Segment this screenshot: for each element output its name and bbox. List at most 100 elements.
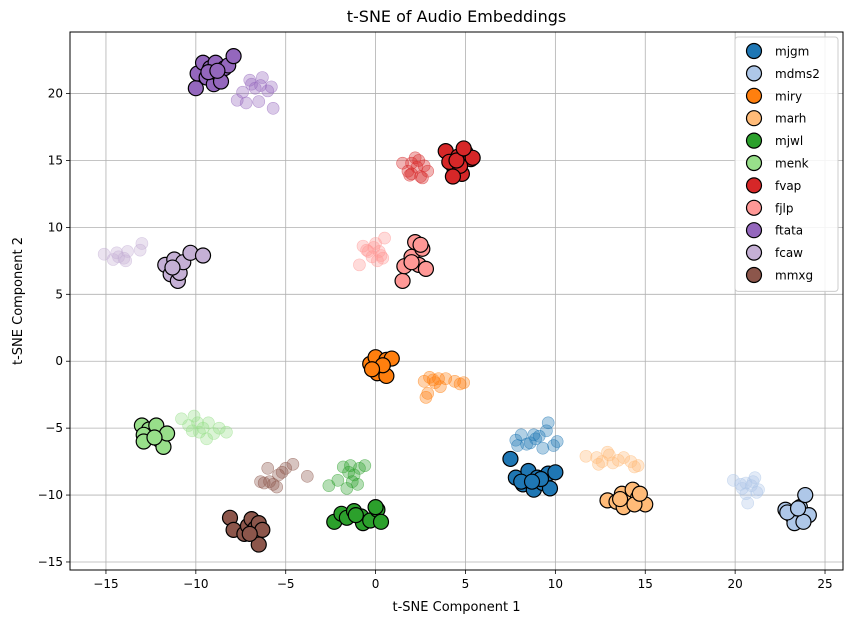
data-point-menk bbox=[202, 416, 215, 430]
data-point-fcaw bbox=[194, 247, 212, 264]
legend-label-marh: marh bbox=[775, 112, 806, 126]
data-point-fvap bbox=[455, 140, 472, 157]
x-tick-label: 15 bbox=[638, 577, 653, 591]
data-point-mdms2 bbox=[750, 486, 764, 499]
data-point-fvap bbox=[444, 168, 462, 185]
data-point-mmxg bbox=[270, 480, 284, 494]
data-point-mmxg bbox=[279, 461, 293, 475]
data-point-ftata bbox=[261, 84, 275, 98]
legend-label-menk: menk bbox=[775, 157, 809, 171]
data-point-menk bbox=[200, 432, 213, 446]
data-point-mmxg bbox=[261, 461, 275, 475]
data-point-mdms2 bbox=[797, 486, 814, 504]
data-point-marh bbox=[631, 485, 648, 502]
data-point-mmxg bbox=[250, 536, 267, 553]
x-tick-label: −10 bbox=[183, 577, 208, 591]
data-point-miry bbox=[432, 372, 445, 385]
y-tick-label: 0 bbox=[55, 354, 63, 368]
data-point-fvap bbox=[448, 152, 465, 169]
legend-label-mjgm: mjgm bbox=[775, 45, 809, 59]
legend-label-mjwl: mjwl bbox=[775, 134, 803, 148]
data-point-fjlp bbox=[417, 260, 435, 277]
legend-marker-mjgm bbox=[745, 42, 763, 60]
data-point-menk bbox=[187, 409, 201, 423]
data-point-ftata bbox=[252, 95, 266, 108]
legend-marker-fcaw bbox=[745, 244, 763, 261]
legend-marker-mmxg bbox=[745, 266, 763, 284]
data-point-mdms2 bbox=[795, 513, 812, 530]
data-point-fcaw bbox=[135, 237, 149, 250]
legend-marker-fjlp bbox=[745, 199, 763, 216]
y-tick-label: 20 bbox=[48, 87, 63, 101]
data-point-menk bbox=[220, 425, 233, 439]
data-point-marh bbox=[617, 451, 630, 464]
data-point-ftata bbox=[225, 47, 242, 65]
data-point-menk bbox=[207, 427, 221, 440]
data-point-mjgm bbox=[550, 435, 564, 448]
data-point-fjlp bbox=[376, 251, 390, 265]
data-point-fjlp bbox=[356, 239, 370, 253]
data-point-mmxg bbox=[300, 470, 314, 483]
data-point-marh bbox=[611, 490, 629, 508]
data-point-mjwl bbox=[344, 459, 357, 472]
y-tick-label: 5 bbox=[55, 287, 63, 301]
data-point-mmxg bbox=[275, 466, 289, 479]
data-point-miry bbox=[363, 361, 381, 378]
data-point-marh bbox=[603, 448, 616, 462]
data-point-mmxg bbox=[241, 525, 258, 542]
x-tick-label: 20 bbox=[727, 577, 742, 591]
data-point-ftata bbox=[254, 79, 267, 92]
data-point-mjwl bbox=[372, 513, 390, 530]
legend-marker-miry bbox=[745, 87, 763, 104]
legend: mjgm mdms2 miry marh mjwl menk fvap fjlp ftata fc… bbox=[734, 36, 839, 292]
data-point-mmxg bbox=[263, 475, 276, 488]
data-point-marh bbox=[592, 457, 605, 471]
data-point-mjwl bbox=[331, 474, 345, 487]
strong-points bbox=[133, 47, 817, 553]
data-point-mjgm bbox=[536, 441, 550, 455]
data-point-fjlp bbox=[369, 237, 382, 250]
data-point-ftata bbox=[265, 80, 278, 94]
data-point-mjgm bbox=[541, 416, 555, 430]
legend-marker-ftata bbox=[745, 222, 763, 239]
data-point-fcaw bbox=[121, 245, 134, 258]
data-point-fcaw bbox=[164, 259, 181, 276]
data-point-miry bbox=[426, 373, 440, 387]
data-point-ftata bbox=[239, 96, 253, 110]
data-point-fvap bbox=[416, 171, 429, 185]
legend-marker-marh bbox=[745, 110, 763, 127]
data-point-fvap bbox=[412, 154, 426, 167]
data-point-mjgm bbox=[523, 473, 541, 490]
plot-frame bbox=[69, 31, 844, 571]
legend-label-fjlp: fjlp bbox=[775, 201, 794, 215]
legend-label-fvap: fvap bbox=[775, 179, 801, 193]
legend-label-mmxg: mmxg bbox=[775, 269, 813, 283]
data-point-fjlp bbox=[394, 272, 411, 290]
data-point-fjlp bbox=[372, 245, 386, 258]
legend-marker-fvap bbox=[745, 177, 763, 194]
data-point-ftata bbox=[209, 62, 226, 79]
data-point-ftata bbox=[256, 71, 269, 84]
data-point-fjlp bbox=[360, 243, 373, 257]
data-point-mjgm bbox=[527, 428, 541, 442]
x-tick-label: 5 bbox=[462, 577, 470, 591]
data-point-fjlp bbox=[403, 254, 420, 271]
x-tick-label: 10 bbox=[548, 577, 563, 591]
y-tick-label: −15 bbox=[38, 555, 63, 569]
chart-title: t-SNE of Audio Embeddings bbox=[347, 7, 567, 26]
data-point-fjlp bbox=[412, 236, 429, 253]
data-point-fvap bbox=[403, 168, 417, 182]
data-point-fcaw bbox=[110, 246, 124, 260]
data-point-mdms2 bbox=[741, 496, 755, 510]
x-tick-label: 25 bbox=[817, 577, 832, 591]
x-tick-label: 0 bbox=[372, 577, 380, 591]
grid bbox=[70, 32, 843, 570]
legend-label-miry: miry bbox=[775, 89, 802, 103]
legend-label-fcaw: fcaw bbox=[775, 246, 803, 260]
legend-marker-menk bbox=[745, 154, 763, 172]
data-point-menk bbox=[191, 416, 204, 430]
data-point-menk bbox=[175, 412, 188, 426]
y-tick-label: −5 bbox=[45, 421, 63, 435]
